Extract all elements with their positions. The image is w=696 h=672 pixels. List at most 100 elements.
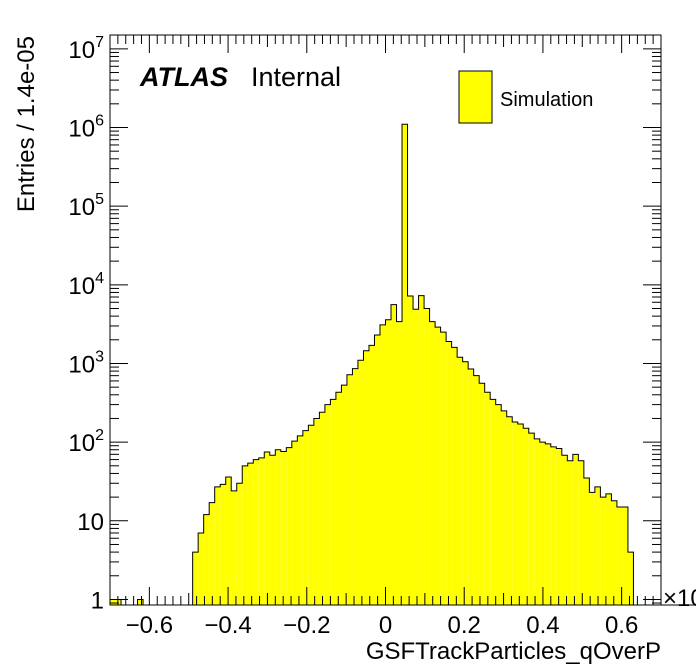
histogram-bar xyxy=(374,335,380,605)
histogram-bar xyxy=(605,493,612,605)
y-tick-label: 1 xyxy=(91,587,104,614)
histogram-bar xyxy=(622,506,628,605)
histogram-bar xyxy=(468,369,474,605)
histogram-bar xyxy=(446,341,452,605)
histogram-bar xyxy=(220,484,226,605)
y-tick-label: 106 xyxy=(68,113,104,143)
histogram-bar xyxy=(567,460,573,605)
histogram-bar xyxy=(308,425,314,605)
histogram-bar xyxy=(280,451,287,605)
x-tick-label: −0.4 xyxy=(204,612,251,639)
histogram-bar xyxy=(385,319,392,605)
histogram-bar xyxy=(137,599,144,605)
histogram-bar xyxy=(528,433,535,605)
histogram-bar xyxy=(462,361,469,605)
histogram-bar xyxy=(407,296,414,605)
histogram-bar xyxy=(418,295,425,605)
histogram-bar xyxy=(269,455,276,605)
histogram-bar xyxy=(490,399,496,605)
histogram-bar xyxy=(539,442,546,605)
y-tick-labels: 1 10 102 103 104 105 106 107 xyxy=(68,34,104,615)
x-exponent-label: ×10 xyxy=(663,585,696,612)
histogram-bar xyxy=(258,457,265,605)
histogram-bar xyxy=(391,304,397,605)
histogram-bar xyxy=(291,441,298,605)
histogram-bar xyxy=(583,477,590,605)
histogram-bar xyxy=(512,422,518,605)
histogram-bar xyxy=(589,492,595,605)
histogram-bar xyxy=(379,324,386,605)
histogram-bar xyxy=(435,327,441,605)
histogram-bar xyxy=(214,486,221,605)
histogram-bar xyxy=(330,399,336,605)
histogram-bar xyxy=(429,321,436,605)
histogram-bar xyxy=(578,460,584,605)
histogram-bar xyxy=(517,424,524,605)
histogram-bar xyxy=(236,483,243,605)
histogram-bar xyxy=(457,357,463,605)
histogram-bar xyxy=(556,448,562,605)
x-tick-label: 0.6 xyxy=(605,612,638,639)
atlas-label-bold: ATLAS xyxy=(139,62,228,92)
histogram-bar xyxy=(616,506,623,605)
histogram-bar xyxy=(545,443,551,605)
x-tick-label: −0.2 xyxy=(283,612,330,639)
plot-frame xyxy=(109,34,662,606)
histogram-bar xyxy=(209,502,215,605)
x-tick-label: 0.2 xyxy=(448,612,481,639)
histogram-bar xyxy=(324,404,331,605)
legend-swatch xyxy=(458,70,493,124)
histogram-bar xyxy=(424,308,430,605)
y-axis-title: Entries / 1.4e-05 xyxy=(13,36,40,212)
histogram-bar xyxy=(192,552,199,605)
histogram-bar xyxy=(473,375,480,605)
y-tick-label: 102 xyxy=(68,427,104,457)
histogram-bar xyxy=(110,599,116,605)
histogram-bar xyxy=(302,430,309,605)
histogram-bar xyxy=(572,454,579,605)
legend-label: Simulation xyxy=(500,89,593,111)
histogram-bar xyxy=(363,350,369,605)
atlas-label: ATLAS Internal xyxy=(139,62,341,92)
histogram-bar xyxy=(264,451,270,605)
y-tick-label: 105 xyxy=(68,191,104,221)
y-axis-ticks xyxy=(110,48,661,604)
histogram-bar xyxy=(440,332,447,605)
histogram-bar xyxy=(319,412,325,605)
histogram-bar xyxy=(242,465,248,605)
histogram-bar xyxy=(402,124,408,606)
histogram-bar xyxy=(203,514,210,605)
histogram-bar xyxy=(297,435,303,605)
histogram-bar xyxy=(534,438,540,605)
y-tick-label: 107 xyxy=(68,34,104,64)
histogram-bar xyxy=(225,477,232,605)
histogram-bar xyxy=(523,428,529,605)
histogram-bar xyxy=(495,404,502,605)
histogram-bar xyxy=(479,383,485,605)
y-tick-label: 10 xyxy=(77,509,104,536)
histogram-bar xyxy=(247,463,254,605)
histogram-bars xyxy=(110,124,634,606)
histogram-bar xyxy=(594,486,601,605)
histogram-bar xyxy=(286,447,292,605)
histogram-bar xyxy=(357,360,364,605)
histogram-bar xyxy=(506,416,513,605)
histogram-bar xyxy=(275,449,281,605)
histogram-bar xyxy=(253,459,259,605)
histogram-bar xyxy=(627,552,634,605)
histogram-bar xyxy=(198,532,204,605)
x-axis-title: GSFTrackParticles_qOverP xyxy=(366,638,661,665)
histogram-bar xyxy=(561,455,568,605)
x-tick-labels: −0.6 −0.4 −0.2 0 0.2 0.4 0.6 xyxy=(126,612,639,639)
histogram-bar xyxy=(368,345,375,605)
legend: Simulation xyxy=(458,70,593,124)
histogram-bar xyxy=(550,446,557,605)
histogram-bar xyxy=(231,490,237,605)
histogram-bar xyxy=(413,309,419,605)
histogram-bar xyxy=(335,392,342,605)
x-tick-label: 0 xyxy=(379,612,392,639)
y-tick-label: 104 xyxy=(68,270,104,300)
histogram-bar xyxy=(396,321,403,605)
histogram-bar xyxy=(611,500,617,605)
